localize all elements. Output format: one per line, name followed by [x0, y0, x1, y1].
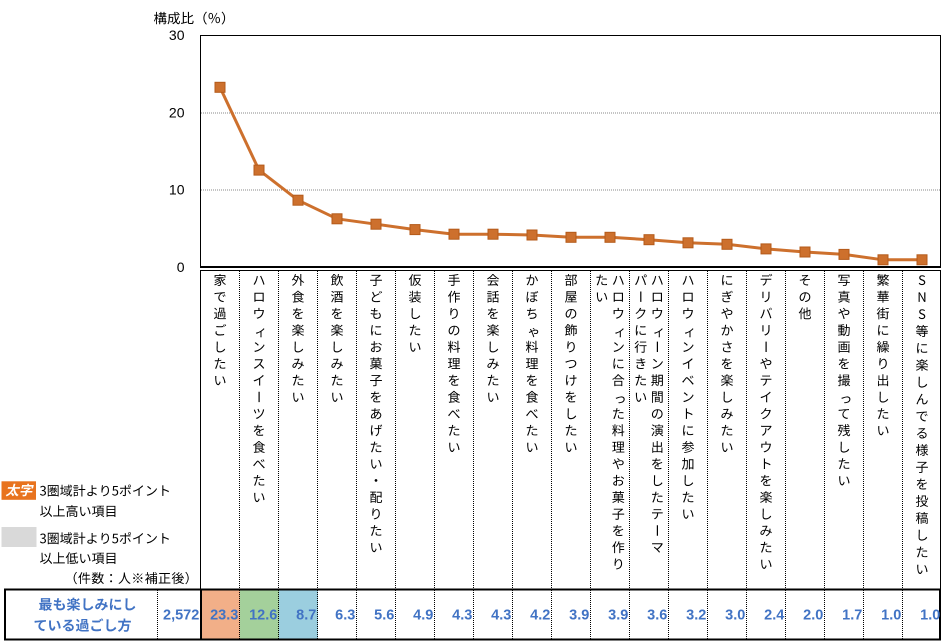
svg-text:4.3: 4.3 — [491, 608, 511, 624]
svg-text:4.2: 4.2 — [530, 608, 550, 624]
svg-text:30: 30 — [169, 27, 185, 43]
svg-text:2,572: 2,572 — [163, 608, 199, 624]
svg-text:2.4: 2.4 — [764, 608, 784, 624]
svg-text:3.9: 3.9 — [569, 608, 589, 624]
svg-text:10: 10 — [169, 182, 185, 198]
svg-text:8.7: 8.7 — [296, 608, 316, 624]
svg-text:3.2: 3.2 — [686, 608, 706, 624]
svg-text:12.6: 12.6 — [249, 608, 277, 624]
svg-text:5.6: 5.6 — [374, 608, 394, 624]
svg-text:1.0: 1.0 — [920, 608, 940, 624]
svg-text:0: 0 — [177, 259, 185, 275]
svg-text:4.9: 4.9 — [413, 608, 433, 624]
svg-text:4.3: 4.3 — [452, 608, 472, 624]
svg-text:6.3: 6.3 — [335, 608, 355, 624]
svg-text:3.9: 3.9 — [608, 608, 628, 624]
svg-text:1.0: 1.0 — [881, 608, 901, 624]
svg-text:2.0: 2.0 — [803, 608, 823, 624]
svg-text:1.7: 1.7 — [842, 608, 862, 624]
svg-text:3.0: 3.0 — [725, 608, 745, 624]
svg-text:3.6: 3.6 — [647, 608, 667, 624]
svg-text:20: 20 — [169, 104, 185, 120]
svg-text:23.3: 23.3 — [210, 608, 238, 624]
